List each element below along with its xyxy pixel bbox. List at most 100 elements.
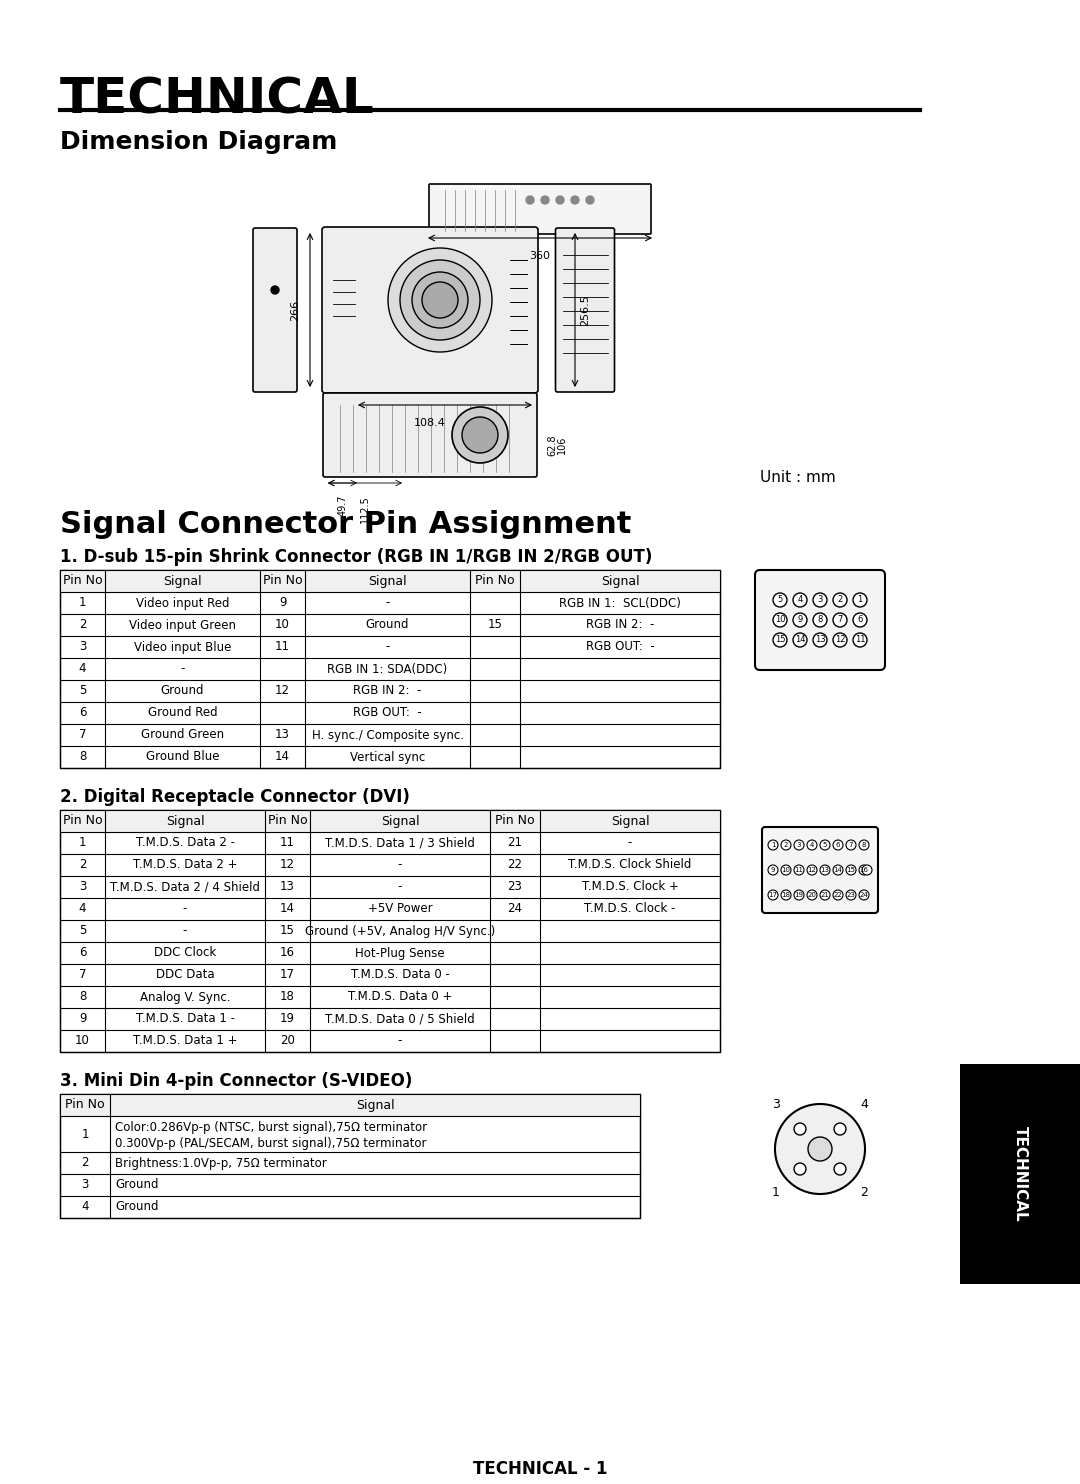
Text: 2: 2 bbox=[837, 595, 842, 604]
Text: 15: 15 bbox=[774, 635, 785, 644]
Text: Color:0.286Vp-p (NTSC, burst signal),75Ω terminator: Color:0.286Vp-p (NTSC, burst signal),75Ω… bbox=[114, 1122, 427, 1134]
Circle shape bbox=[859, 865, 869, 876]
Text: 4: 4 bbox=[79, 662, 86, 675]
Circle shape bbox=[773, 634, 787, 647]
Text: Pin No: Pin No bbox=[65, 1098, 105, 1112]
Text: 0.300Vp-p (PAL/SECAM, burst signal),75Ω terminator: 0.300Vp-p (PAL/SECAM, burst signal),75Ω … bbox=[114, 1137, 427, 1150]
Text: -: - bbox=[183, 925, 187, 938]
Text: Video input Red: Video input Red bbox=[136, 597, 229, 610]
Text: 3: 3 bbox=[79, 880, 86, 893]
Text: RGB OUT:  -: RGB OUT: - bbox=[353, 706, 422, 720]
Text: 6: 6 bbox=[836, 841, 840, 847]
Circle shape bbox=[556, 196, 564, 203]
Text: Analog V. Sync.: Analog V. Sync. bbox=[139, 990, 230, 1003]
Text: 1. D-sub 15-pin Shrink Connector (RGB IN 1/RGB IN 2/RGB OUT): 1. D-sub 15-pin Shrink Connector (RGB IN… bbox=[60, 548, 652, 565]
Text: H. sync./ Composite sync.: H. sync./ Composite sync. bbox=[311, 729, 463, 742]
Text: 1: 1 bbox=[858, 595, 863, 604]
Circle shape bbox=[813, 613, 827, 628]
Text: 4: 4 bbox=[860, 1098, 868, 1112]
Circle shape bbox=[794, 1163, 806, 1175]
Text: DDC Clock: DDC Clock bbox=[153, 947, 216, 960]
Circle shape bbox=[833, 634, 847, 647]
Text: RGB IN 2:  -: RGB IN 2: - bbox=[353, 684, 421, 697]
Text: 14: 14 bbox=[280, 902, 295, 916]
Text: 23: 23 bbox=[508, 880, 523, 893]
Text: Signal: Signal bbox=[355, 1098, 394, 1112]
Text: 15: 15 bbox=[847, 867, 855, 873]
Text: 21: 21 bbox=[508, 837, 523, 849]
Text: 12: 12 bbox=[835, 635, 846, 644]
Text: Unit : mm: Unit : mm bbox=[760, 470, 836, 485]
Text: Ground: Ground bbox=[114, 1178, 159, 1192]
Circle shape bbox=[794, 1123, 806, 1135]
Text: 49.7: 49.7 bbox=[338, 496, 348, 516]
Text: 23: 23 bbox=[847, 892, 855, 898]
Text: Pin No: Pin No bbox=[63, 574, 103, 588]
Text: 3. Mini Din 4-pin Connector (S-VIDEO): 3. Mini Din 4-pin Connector (S-VIDEO) bbox=[60, 1071, 413, 1091]
Circle shape bbox=[820, 890, 831, 899]
Text: 16: 16 bbox=[860, 867, 868, 873]
Text: 22: 22 bbox=[834, 892, 842, 898]
Circle shape bbox=[526, 196, 534, 203]
Text: 6: 6 bbox=[79, 706, 86, 720]
Circle shape bbox=[807, 865, 816, 876]
FancyBboxPatch shape bbox=[429, 184, 651, 234]
Text: 2: 2 bbox=[784, 841, 788, 847]
Text: 12: 12 bbox=[808, 867, 816, 873]
Bar bbox=[60, 810, 720, 1052]
Text: 4: 4 bbox=[797, 595, 802, 604]
Text: 6: 6 bbox=[858, 616, 863, 625]
Text: 5: 5 bbox=[79, 925, 86, 938]
Circle shape bbox=[768, 890, 778, 899]
Text: 4: 4 bbox=[810, 841, 814, 847]
Text: -: - bbox=[183, 902, 187, 916]
Circle shape bbox=[846, 890, 856, 899]
Text: 15: 15 bbox=[280, 925, 295, 938]
Text: 10: 10 bbox=[782, 867, 791, 873]
Text: TECHNICAL: TECHNICAL bbox=[60, 76, 375, 123]
Text: RGB IN 1: SDA(DDC): RGB IN 1: SDA(DDC) bbox=[327, 662, 447, 675]
Text: T.M.D.S. Data 0 -: T.M.D.S. Data 0 - bbox=[351, 969, 449, 981]
Text: 360: 360 bbox=[529, 251, 551, 261]
Text: 18: 18 bbox=[782, 892, 791, 898]
Text: 112.5: 112.5 bbox=[360, 496, 370, 522]
Circle shape bbox=[813, 594, 827, 607]
Bar bbox=[960, 1064, 1080, 1284]
Text: T.M.D.S. Data 1 +: T.M.D.S. Data 1 + bbox=[133, 1034, 238, 1048]
Text: T.M.D.S. Data 1 -: T.M.D.S. Data 1 - bbox=[135, 1012, 234, 1025]
FancyBboxPatch shape bbox=[555, 229, 615, 392]
Text: 14: 14 bbox=[795, 635, 806, 644]
Circle shape bbox=[793, 594, 807, 607]
Text: 10: 10 bbox=[76, 1034, 90, 1048]
Circle shape bbox=[808, 1137, 832, 1160]
Text: T.M.D.S. Data 2 / 4 Shield: T.M.D.S. Data 2 / 4 Shield bbox=[110, 880, 260, 893]
Text: -: - bbox=[397, 1034, 402, 1048]
Text: 4: 4 bbox=[79, 902, 86, 916]
Text: 11: 11 bbox=[280, 837, 295, 849]
Text: 108.4: 108.4 bbox=[414, 418, 446, 427]
Bar bbox=[60, 570, 720, 592]
Bar bbox=[60, 1094, 640, 1218]
Text: 3: 3 bbox=[818, 595, 823, 604]
Text: Ground: Ground bbox=[161, 684, 204, 697]
Text: 8: 8 bbox=[79, 751, 86, 763]
FancyBboxPatch shape bbox=[755, 570, 885, 669]
Text: Signal: Signal bbox=[610, 815, 649, 828]
Circle shape bbox=[781, 890, 791, 899]
Circle shape bbox=[833, 890, 843, 899]
Text: 1: 1 bbox=[79, 837, 86, 849]
Circle shape bbox=[768, 840, 778, 850]
Text: 12: 12 bbox=[280, 859, 295, 871]
Circle shape bbox=[820, 865, 831, 876]
Text: 8: 8 bbox=[818, 616, 823, 625]
Text: Video input Green: Video input Green bbox=[129, 619, 237, 632]
Text: 19: 19 bbox=[280, 1012, 295, 1025]
Text: T.M.D.S. Data 2 +: T.M.D.S. Data 2 + bbox=[133, 859, 238, 871]
Text: Brightness:1.0Vp-p, 75Ω terminator: Brightness:1.0Vp-p, 75Ω terminator bbox=[114, 1156, 327, 1169]
Text: 19: 19 bbox=[795, 892, 804, 898]
Circle shape bbox=[807, 890, 816, 899]
Text: 9: 9 bbox=[797, 616, 802, 625]
Text: Pin No: Pin No bbox=[268, 815, 308, 828]
Text: 7: 7 bbox=[837, 616, 842, 625]
Circle shape bbox=[773, 613, 787, 628]
